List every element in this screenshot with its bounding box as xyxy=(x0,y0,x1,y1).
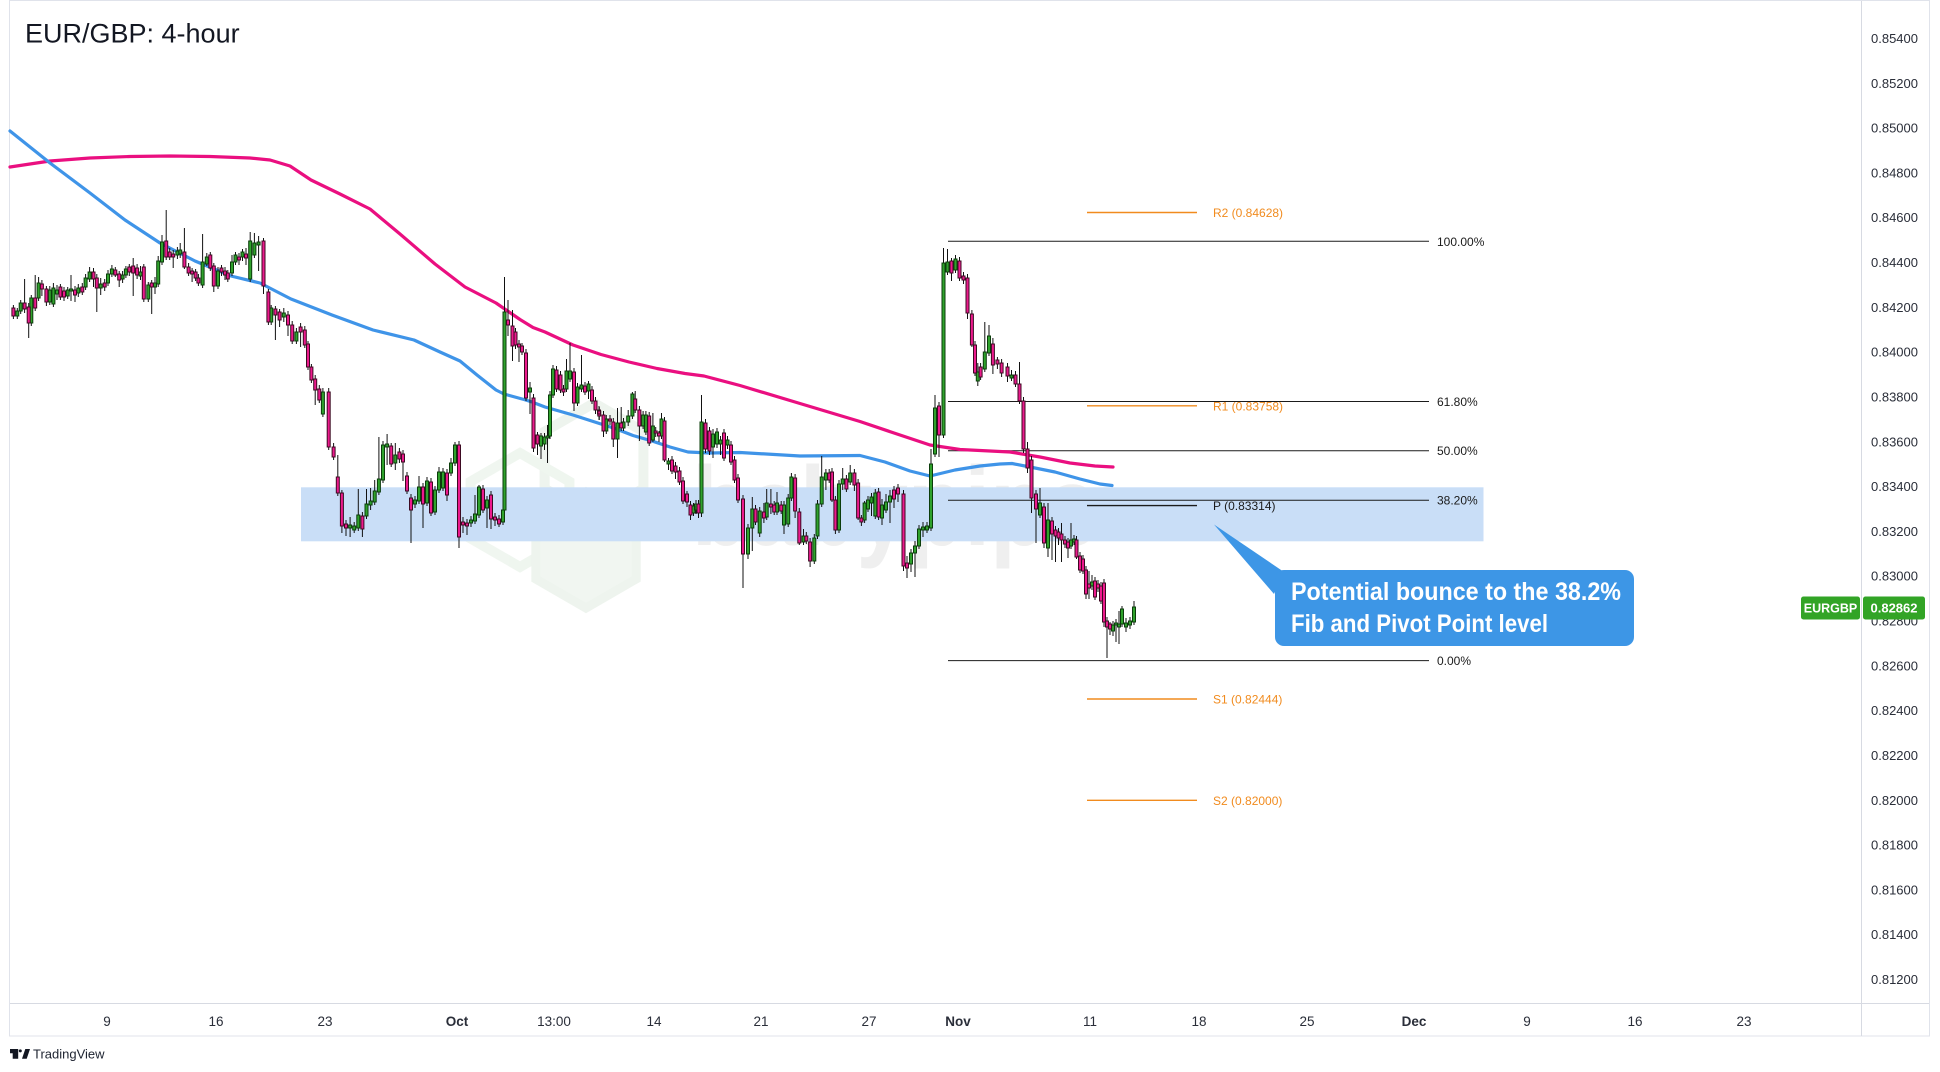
svg-text:0.83800: 0.83800 xyxy=(1871,390,1918,405)
svg-text:16: 16 xyxy=(1627,1014,1642,1029)
svg-text:0.82000: 0.82000 xyxy=(1871,793,1918,808)
svg-text:0.84800: 0.84800 xyxy=(1871,165,1918,180)
svg-text:Potential bounce to the 38.2%: Potential bounce to the 38.2% xyxy=(1291,578,1621,606)
svg-text:EURGBP: EURGBP xyxy=(1804,602,1857,616)
svg-text:P (0.83314): P (0.83314) xyxy=(1213,499,1276,513)
svg-text:Dec: Dec xyxy=(1402,1014,1427,1029)
svg-text:0.81200: 0.81200 xyxy=(1871,972,1918,987)
svg-text:23: 23 xyxy=(1736,1014,1751,1029)
svg-text:Oct: Oct xyxy=(446,1014,469,1029)
svg-text:S1 (0.82444): S1 (0.82444) xyxy=(1213,693,1282,707)
svg-text:21: 21 xyxy=(753,1014,768,1029)
svg-text:0.81400: 0.81400 xyxy=(1871,927,1918,942)
svg-text:0.85200: 0.85200 xyxy=(1871,76,1918,91)
svg-text:50.00%: 50.00% xyxy=(1437,444,1478,458)
svg-text:0.82200: 0.82200 xyxy=(1871,748,1918,763)
svg-text:0.83600: 0.83600 xyxy=(1871,434,1918,449)
svg-text:0.81600: 0.81600 xyxy=(1871,882,1918,897)
svg-text:27: 27 xyxy=(861,1014,876,1029)
svg-text:0.84400: 0.84400 xyxy=(1871,255,1918,270)
svg-text:0.83000: 0.83000 xyxy=(1871,569,1918,584)
svg-text:25: 25 xyxy=(1299,1014,1314,1029)
svg-text:9: 9 xyxy=(103,1014,111,1029)
svg-text:Nov: Nov xyxy=(945,1014,971,1029)
svg-text:0.83200: 0.83200 xyxy=(1871,524,1918,539)
svg-text:14: 14 xyxy=(646,1014,662,1029)
svg-text:TradingView: TradingView xyxy=(33,1047,105,1062)
svg-text:9: 9 xyxy=(1523,1014,1531,1029)
svg-text:0.82862: 0.82862 xyxy=(1871,601,1918,616)
svg-text:0.00%: 0.00% xyxy=(1437,654,1471,668)
svg-text:0.83400: 0.83400 xyxy=(1871,479,1918,494)
svg-text:61.80%: 61.80% xyxy=(1437,395,1478,409)
svg-text:0.82400: 0.82400 xyxy=(1871,703,1918,718)
svg-text:100.00%: 100.00% xyxy=(1437,235,1485,249)
svg-text:R1 (0.83758): R1 (0.83758) xyxy=(1213,399,1283,413)
svg-text:EUR/GBP: 4-hour: EUR/GBP: 4-hour xyxy=(25,19,240,49)
svg-text:0.82600: 0.82600 xyxy=(1871,658,1918,673)
svg-text:0.84600: 0.84600 xyxy=(1871,210,1918,225)
svg-text:0.85400: 0.85400 xyxy=(1871,31,1918,46)
svg-text:16: 16 xyxy=(208,1014,223,1029)
svg-text:R2 (0.84628): R2 (0.84628) xyxy=(1213,206,1283,220)
svg-text:18: 18 xyxy=(1191,1014,1206,1029)
svg-text:0.85000: 0.85000 xyxy=(1871,121,1918,136)
svg-text:23: 23 xyxy=(317,1014,332,1029)
svg-text:Fib and Pivot Point level: Fib and Pivot Point level xyxy=(1291,610,1548,638)
svg-text:S2 (0.82000): S2 (0.82000) xyxy=(1213,794,1282,808)
svg-text:0.81800: 0.81800 xyxy=(1871,838,1918,853)
svg-text:11: 11 xyxy=(1083,1014,1097,1029)
svg-text:0.84200: 0.84200 xyxy=(1871,300,1918,315)
svg-text:0.84000: 0.84000 xyxy=(1871,345,1918,360)
svg-text:38.20%: 38.20% xyxy=(1437,494,1478,508)
svg-text:13:00: 13:00 xyxy=(537,1014,571,1029)
